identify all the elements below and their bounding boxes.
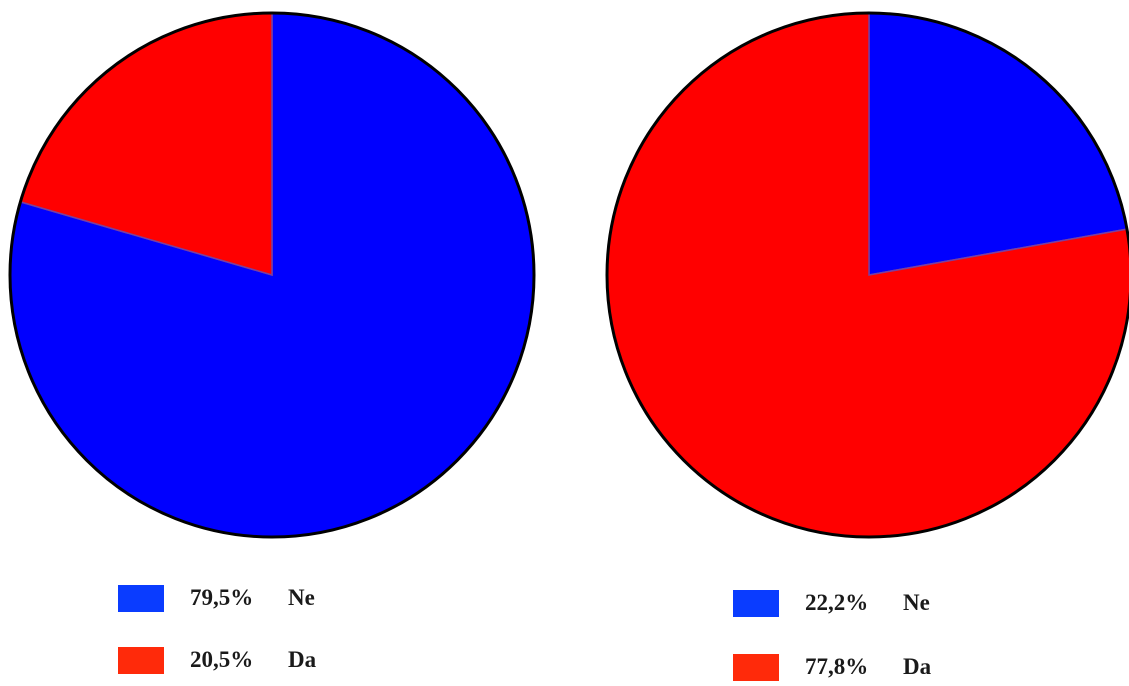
legend-item-ne: 79,5% Ne [118, 580, 316, 616]
legend-item-ne: 22,2% Ne [733, 585, 931, 621]
legend-label-da: Da [903, 654, 932, 679]
pie-chart-left [8, 11, 536, 539]
legend-value-da: 20,5% [190, 647, 254, 672]
legend-swatch-ne [118, 584, 164, 612]
legend-right: 22,2% Ne 77,8% Da [733, 585, 931, 685]
legend-value-ne: 22,2% [805, 590, 869, 615]
legend-value-ne: 79,5% [190, 585, 254, 610]
legend-label-ne: Ne [288, 585, 315, 610]
legend-label-ne: Ne [903, 590, 930, 615]
pie-outline [8, 11, 536, 539]
legend-swatch-da [733, 653, 779, 681]
legend-left: 79,5% Ne 20,5% Da [118, 580, 316, 678]
pie-outline [605, 11, 1129, 539]
legend-value-da: 77,8% [805, 654, 869, 679]
legend-swatch-ne [733, 589, 779, 617]
legend-item-da: 77,8% Da [733, 649, 931, 685]
legend-label-da: Da [288, 647, 317, 672]
legend-item-da: 20,5% Da [118, 642, 316, 678]
pie-chart-right [605, 11, 1129, 539]
legend-swatch-da [118, 646, 164, 674]
